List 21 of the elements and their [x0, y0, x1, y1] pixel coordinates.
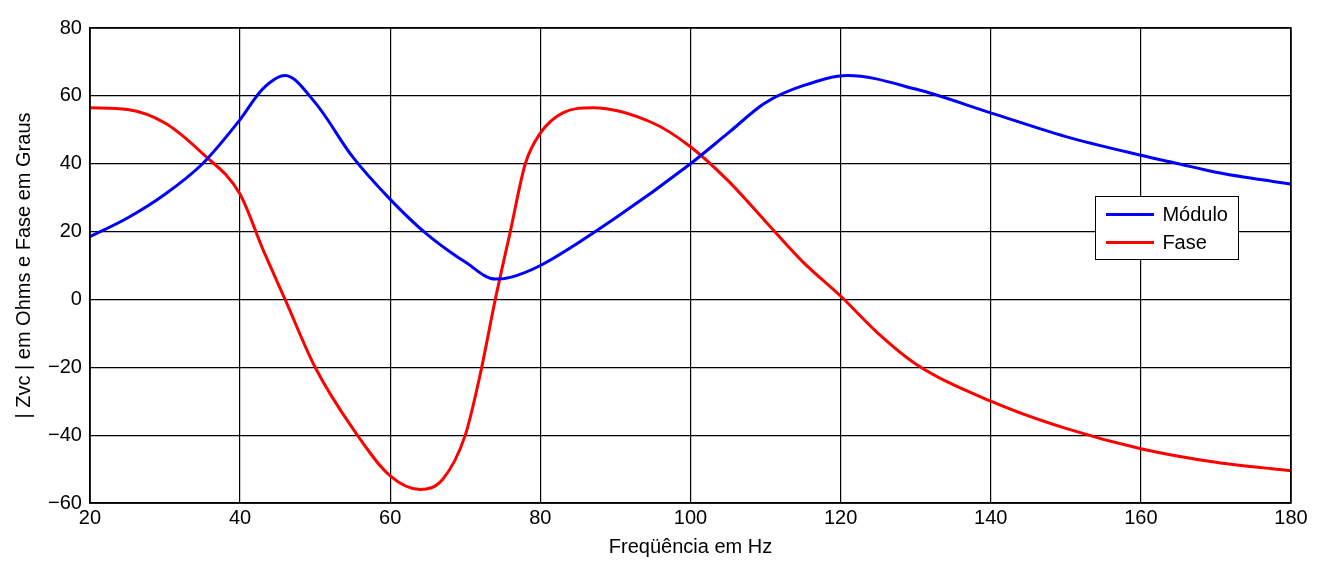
- y-tick-label: 0: [70, 286, 82, 309]
- x-tick-label: 40: [228, 505, 252, 528]
- x-tick-label: 140: [974, 505, 1008, 528]
- line-series: [89, 106, 1291, 491]
- x-tick-label: 180: [1274, 505, 1308, 528]
- y-tick-label: −40: [47, 422, 82, 445]
- x-tick-label: 80: [529, 505, 552, 528]
- y-tick-label: −20: [47, 354, 82, 377]
- legend-label: Fase: [1162, 230, 1207, 254]
- x-tick-label: 160: [1124, 505, 1158, 528]
- y-tick-label: 80: [59, 15, 82, 38]
- y-axis-title: | Zvc | em Ohms e Fase em Graus: [11, 112, 34, 419]
- line-series: [89, 74, 1291, 281]
- x-tick-label: 60: [379, 505, 402, 528]
- y-tick-label: 20: [59, 219, 82, 242]
- y-tick-label: 40: [59, 151, 82, 174]
- legend-label: Módulo: [1162, 202, 1228, 226]
- x-tick-label: 100: [673, 505, 708, 528]
- x-tick-label: 120: [823, 505, 858, 528]
- y-tick-label: 60: [59, 83, 82, 106]
- x-axis-title: Freqüência em Hz: [608, 534, 773, 557]
